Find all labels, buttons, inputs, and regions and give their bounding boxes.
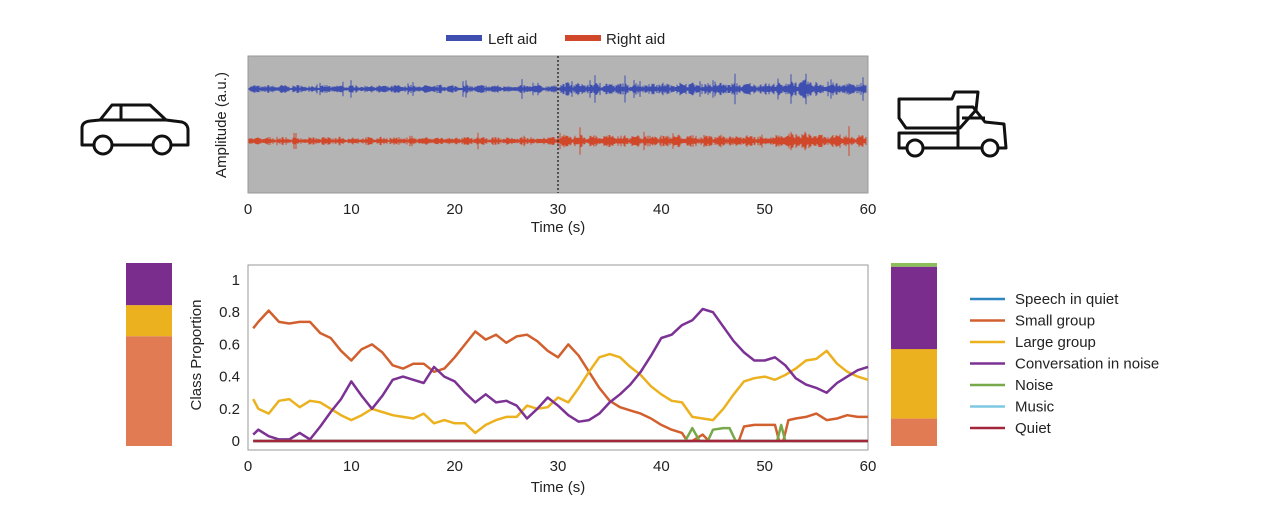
series-line-noise <box>253 423 868 443</box>
x-tick-label: 50 <box>756 458 773 475</box>
legend-swatch-left-aid <box>446 35 482 41</box>
x-tick-label: 40 <box>653 458 670 475</box>
bar-segment-large-group <box>891 349 937 419</box>
series-line-small-group <box>252 309 868 443</box>
bar-segment-noise <box>891 263 937 267</box>
waveform-trace <box>248 126 867 156</box>
legend-label: Small group <box>1015 313 1095 330</box>
legend-label: Quiet <box>1015 420 1052 437</box>
legend-label: Music <box>1015 399 1055 416</box>
series-line-conversation-in-noise <box>252 307 869 441</box>
y-tick-label: 1 <box>232 272 240 289</box>
bottom-y-axis-label: Class Proportion <box>188 300 205 411</box>
x-tick-label: 30 <box>550 458 567 475</box>
top-x-tick-label: 20 <box>446 201 463 218</box>
legend-label: Speech in quiet <box>1015 291 1119 308</box>
class-legend: Speech in quiet Small group Large group Con… <box>970 291 1159 437</box>
x-tick-label: 60 <box>860 458 877 475</box>
waveform-plot: 0 10 20 30 40 50 60 Time (s) Amplitude (a.u.) <box>213 55 877 236</box>
top-x-tick-label: 30 <box>550 201 567 218</box>
x-tick-label: 20 <box>446 458 463 475</box>
y-tick-label: 0.6 <box>219 336 240 353</box>
y-tick-label: 0 <box>232 433 240 450</box>
top-x-tick-label: 40 <box>653 201 670 218</box>
top-x-tick-label: 60 <box>860 201 877 218</box>
legend-label-left-aid: Left aid <box>488 31 537 48</box>
y-tick-label: 0.4 <box>219 369 240 386</box>
y-tick-label: 0.8 <box>219 304 240 321</box>
legend-label: Large group <box>1015 334 1096 351</box>
legend-label: Noise <box>1015 377 1053 394</box>
bar-segment-small-group <box>891 418 937 446</box>
legend-swatch-right-aid <box>565 35 601 41</box>
top-legend: Left aid Right aid <box>446 31 665 48</box>
car-icon <box>80 103 190 156</box>
bar-segment-large-group <box>126 305 172 337</box>
top-x-axis-label: Time (s) <box>531 219 585 236</box>
y-tick-label: 0.2 <box>219 401 240 418</box>
top-x-tick-label: 0 <box>244 201 252 218</box>
x-tick-label: 0 <box>244 458 252 475</box>
bar-segment-conversation-in-noise <box>126 263 172 306</box>
summary-bar-left <box>126 263 172 446</box>
legend-label-right-aid: Right aid <box>606 31 665 48</box>
bar-segment-small-group <box>126 336 172 446</box>
series-line-large-group <box>252 349 869 435</box>
class-proportion-plot: 0 0.2 0.4 0.6 0.8 1 0 10 20 30 40 50 60 Time (s) Cl… <box>188 264 877 496</box>
waveform-left-aid <box>248 73 867 105</box>
bottom-x-axis-label: Time (s) <box>531 479 585 496</box>
legend-label: Conversation in noise <box>1015 356 1159 373</box>
top-x-tick-label: 50 <box>756 201 773 218</box>
waveform-trace <box>248 73 867 105</box>
summary-bar-right <box>891 263 937 446</box>
dump-truck-icon <box>897 90 1008 158</box>
top-y-axis-label: Amplitude (a.u.) <box>213 72 230 178</box>
top-x-tick-label: 10 <box>343 201 360 218</box>
x-tick-label: 10 <box>343 458 360 475</box>
waveform-right-aid <box>248 126 867 156</box>
bar-segment-conversation-in-noise <box>891 266 937 350</box>
